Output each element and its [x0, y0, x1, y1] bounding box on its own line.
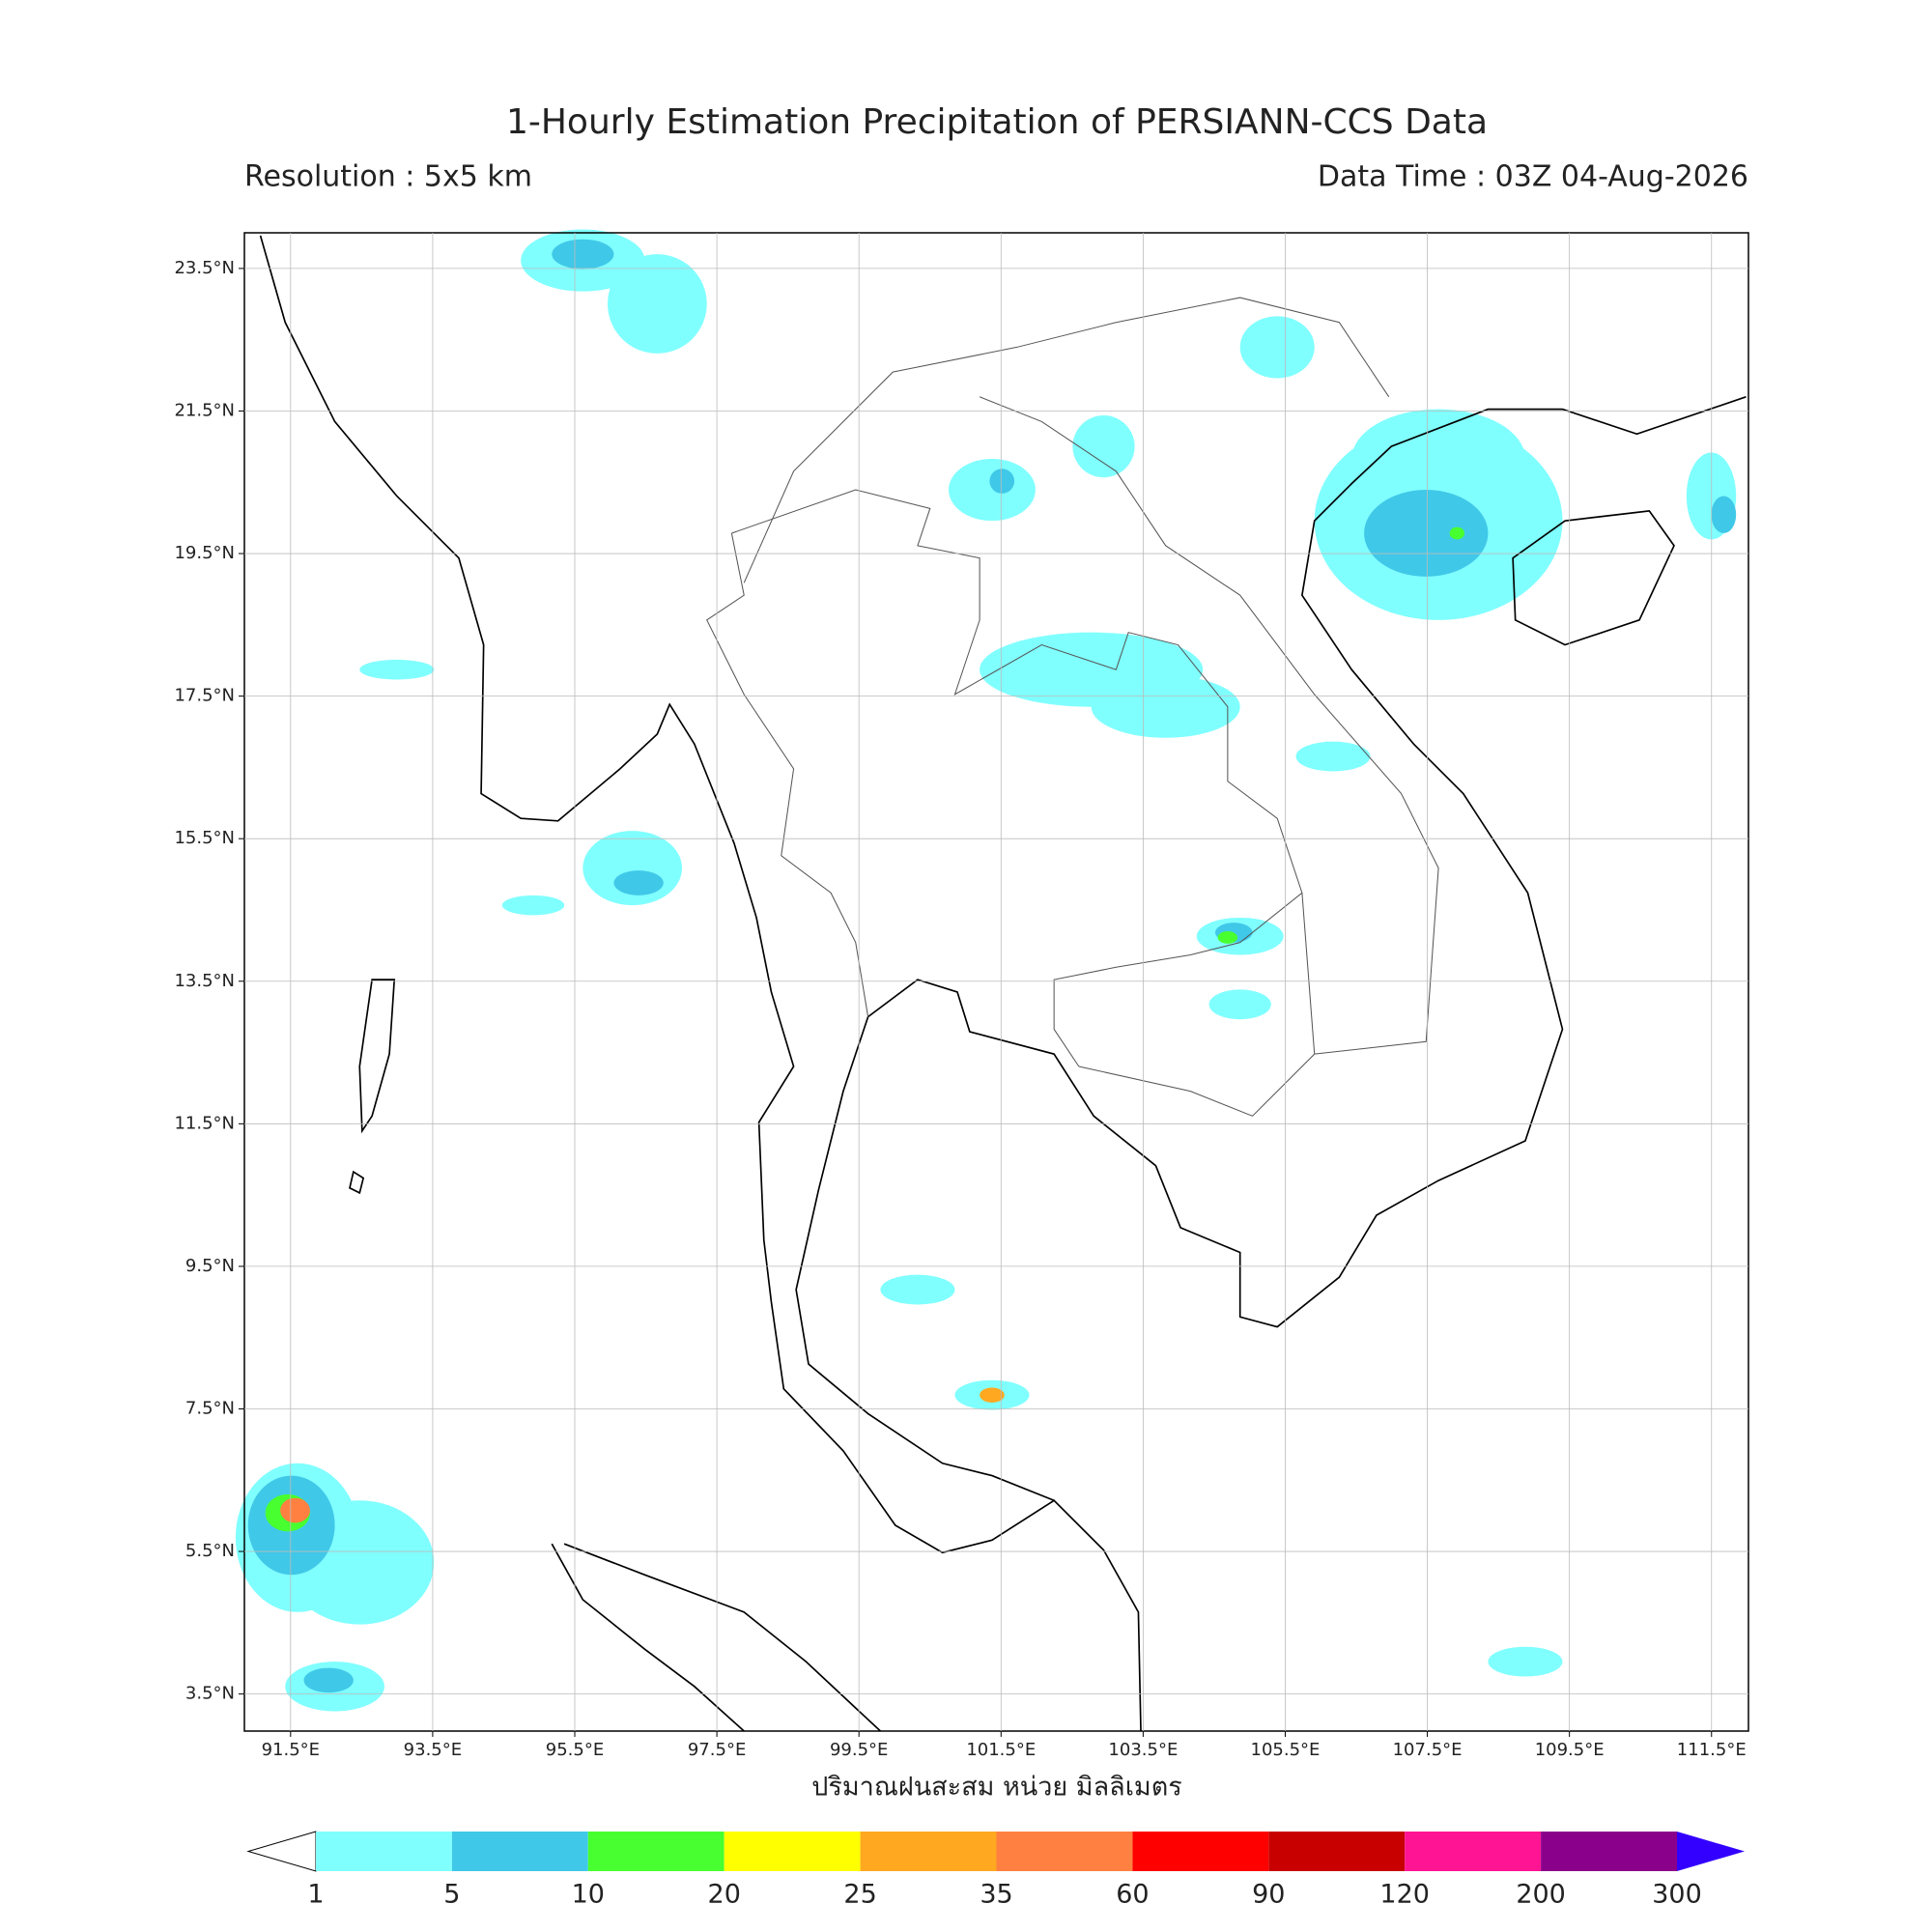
border-region [743, 297, 1439, 1117]
y-tick-label: 23.5°N [174, 258, 235, 278]
coastline-gulf [795, 395, 1747, 1502]
y-tick-label: 3.5°N [185, 1684, 235, 1704]
y-tick-label: 7.5°N [185, 1398, 235, 1418]
x-tick-label: 107.5°E [1393, 1740, 1463, 1760]
coastline-myanmar-thailand [259, 235, 1142, 1732]
colorbar-tick-label: 20 [708, 1880, 741, 1910]
colorbar-segment [587, 1832, 724, 1871]
colorbar-segment [1132, 1832, 1269, 1871]
colorbar-tick-label: 25 [843, 1880, 876, 1910]
colorbar-segment [1405, 1832, 1542, 1871]
precipitation-peaks [265, 526, 1465, 1532]
x-tick-label: 91.5°E [262, 1740, 320, 1760]
x-tick-label: 111.5°E [1677, 1740, 1747, 1760]
precipitation-areas [235, 229, 1737, 1712]
colorbar-tick-label: 1 [307, 1880, 324, 1910]
coastline-andaman [349, 979, 396, 1195]
y-tick-label: 13.5°N [174, 971, 235, 991]
colorbar-segment [860, 1832, 997, 1871]
y-tick-label: 9.5°N [185, 1256, 235, 1276]
x-tick-label: 105.5°E [1251, 1740, 1321, 1760]
colorbar-tick-label: 60 [1116, 1880, 1149, 1910]
colorbar-tick-label: 120 [1379, 1880, 1430, 1910]
colorbar-segment [724, 1832, 861, 1871]
y-tick-label: 21.5°N [174, 400, 235, 420]
map-frame [243, 232, 1749, 1732]
colorbar-tick-label: 200 [1516, 1880, 1566, 1910]
colorbar-under [246, 1831, 317, 1872]
colorbar-tick-label: 300 [1652, 1880, 1702, 1910]
title: 1-Hourly Estimation Precipitation of PER… [506, 102, 1488, 142]
y-tick-label: 15.5°N [174, 828, 235, 848]
colorbar-tick-label: 10 [572, 1880, 605, 1910]
colorbar-segment [1541, 1832, 1677, 1871]
x-tick-label: 95.5°E [546, 1740, 604, 1760]
x-tick-label: 99.5°E [830, 1740, 888, 1760]
y-tick-label: 5.5°N [185, 1541, 235, 1561]
colorbar-tick-label: 90 [1252, 1880, 1285, 1910]
colorbar-over [1677, 1832, 1745, 1871]
colorbar-segment [451, 1832, 588, 1871]
x-tick-label: 109.5°E [1535, 1740, 1605, 1760]
y-tick-label: 19.5°N [174, 543, 235, 563]
colorbar-tick-label: 5 [443, 1880, 460, 1910]
colorbar-segment [1268, 1832, 1406, 1871]
x-tick-label: 101.5°E [966, 1740, 1036, 1760]
resolution: Resolution : 5x5 km [244, 160, 532, 194]
y-tick-label: 11.5°N [174, 1113, 235, 1133]
colorbar-segment [316, 1832, 452, 1871]
data-time: Data Time : 03Z 04-Aug-2026 [1318, 160, 1748, 194]
colorbar-segment [996, 1832, 1133, 1871]
coastline-hainan [1512, 509, 1675, 646]
map-layers [235, 229, 1747, 1732]
colorbar-label: ปริมาณฝนสะสม หน่วย มิลลิเมตร [811, 1773, 1182, 1803]
coastline-sumatra-east [563, 1543, 881, 1732]
colorbar-tick-label: 35 [980, 1880, 1012, 1910]
x-tick-label: 93.5°E [404, 1740, 462, 1760]
border-thailand [706, 489, 1303, 1067]
x-tick-label: 97.5°E [688, 1740, 746, 1760]
coastline-sumatra [551, 1543, 745, 1732]
y-tick-label: 17.5°N [174, 686, 235, 706]
x-tick-label: 103.5°E [1108, 1740, 1178, 1760]
